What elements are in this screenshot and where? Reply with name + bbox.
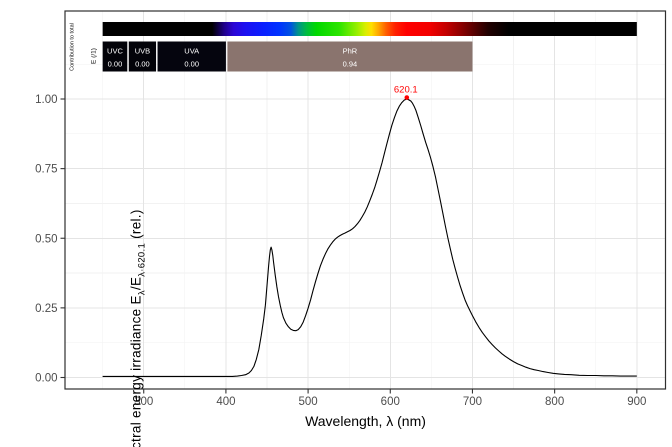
x-axis-title: Wavelength, λ (nm): [305, 413, 426, 429]
y-axis-title-part: λ: [136, 290, 148, 296]
panel-background: [65, 11, 666, 389]
y-tick-label: 1.00: [35, 94, 57, 106]
band-label-uvc: UVC: [107, 47, 123, 56]
band-label-uvb: UVB: [135, 47, 150, 56]
spectral-curve: [102, 98, 637, 377]
band-value-uvb: 0.00: [135, 60, 150, 69]
band-box-uva: [157, 41, 226, 72]
band-box-uvb: [128, 41, 157, 72]
y-axis-title-part: λ·620.1: [136, 242, 148, 277]
band-value-uvc: 0.00: [108, 60, 123, 69]
band-value-uva: 0.00: [184, 60, 199, 69]
peak-label: 620.1: [394, 85, 418, 96]
x-tick-label: 900: [627, 396, 646, 408]
y-tick-label: 0.75: [35, 164, 57, 176]
contribution-to-total-label: Contribution to total: [70, 23, 76, 71]
y-tick-label: 0.50: [35, 233, 57, 245]
x-tick-label: 700: [463, 396, 482, 408]
x-tick-label: 600: [381, 396, 400, 408]
x-tick-label: 300: [134, 396, 153, 408]
y-axis-title-part: E: [128, 295, 144, 305]
y-axis-title-part: /E: [128, 276, 144, 291]
panel-border: [64, 10, 667, 390]
band-label-uva: UVA: [184, 47, 199, 56]
x-tick-label: 500: [298, 396, 317, 408]
x-tick-label: 800: [545, 396, 564, 408]
unit-label: E (/1): [91, 48, 98, 64]
y-axis-title-part: (rel.): [128, 209, 144, 243]
band-value-phr: 0.94: [343, 60, 358, 69]
x-tick-label: 400: [216, 396, 235, 408]
y-axis-title: Spectral energy irradiance Eλ/Eλ·620.1 (…: [129, 209, 148, 447]
y-tick-label: 0.00: [35, 372, 57, 384]
band-box-phr: [227, 41, 473, 72]
peak-marker: [404, 95, 410, 100]
wavelength-colorbar: [102, 22, 637, 36]
band-label-phr: PhR: [343, 47, 358, 56]
band-box-uvc: [102, 41, 128, 72]
y-tick-label: 0.25: [35, 303, 57, 315]
